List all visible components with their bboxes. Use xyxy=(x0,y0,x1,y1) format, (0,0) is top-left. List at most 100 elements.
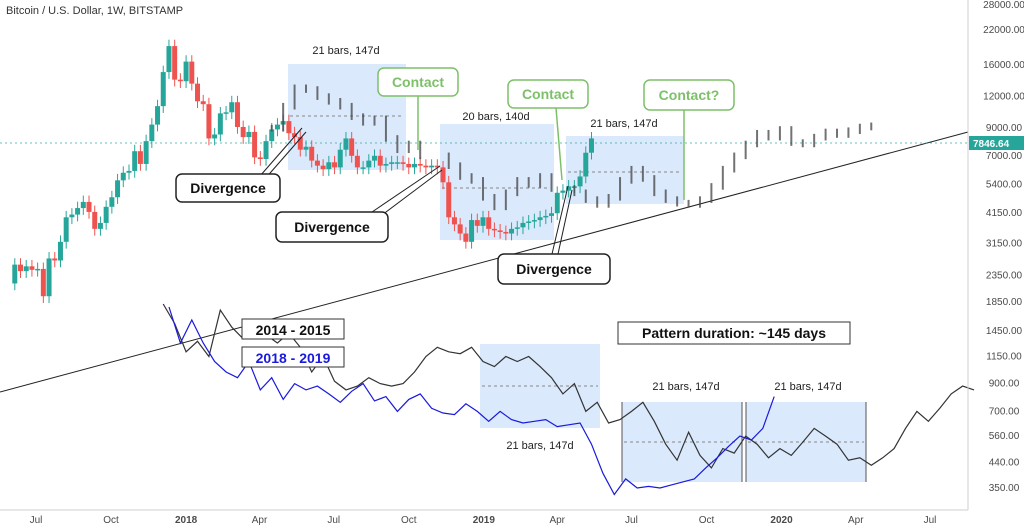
candle-body xyxy=(326,162,332,170)
candle-body xyxy=(360,167,366,169)
candle-body xyxy=(549,213,555,216)
candle-body xyxy=(337,149,343,168)
price-tick-labels: 28000.00 22000.00 16000.00 12000.00 9000.00 7… xyxy=(983,0,1024,494)
box-separators xyxy=(621,402,867,482)
time-tick-label: Oct xyxy=(401,515,417,526)
candle-body xyxy=(97,222,103,229)
candle-body xyxy=(229,102,235,113)
bars-label-top-1: 21 bars, 147d xyxy=(312,45,379,57)
divergence-pointer xyxy=(259,127,303,177)
bars-label-top-3: 21 bars, 147d xyxy=(590,118,657,130)
candle-body xyxy=(566,186,572,191)
bars-label-bottom-1: 21 bars, 147d xyxy=(506,440,573,452)
candle-body xyxy=(63,217,69,242)
candle-body xyxy=(537,217,543,221)
pattern-duration-box xyxy=(617,321,851,345)
divergence-box xyxy=(275,211,389,243)
price-tick-label: 700.00 xyxy=(989,406,1020,417)
candle-body xyxy=(526,221,532,223)
time-tick-label: Jul xyxy=(924,515,937,526)
candle-body xyxy=(377,155,383,166)
legend-box-2018 xyxy=(241,346,345,368)
contact-box xyxy=(507,79,589,109)
candle-body xyxy=(440,167,446,183)
candle-body xyxy=(12,264,18,284)
candle-body xyxy=(394,162,400,164)
candle-body xyxy=(286,121,292,134)
legend-2018-label: 2018 - 2019 xyxy=(256,350,331,366)
candle-body xyxy=(451,217,457,225)
candle-body xyxy=(86,201,92,212)
candle-body xyxy=(120,172,126,181)
pattern-box-bottom-2 xyxy=(622,402,742,482)
candle-body xyxy=(149,124,155,142)
price-tick-label: 1150.00 xyxy=(986,352,1022,363)
candle-body xyxy=(160,72,166,107)
candle-body xyxy=(35,268,41,271)
candle-body xyxy=(406,163,412,168)
candle-body xyxy=(143,141,149,164)
candle-body xyxy=(166,46,172,73)
legend: 2014 - 2015 2018 - 2019 xyxy=(241,318,345,368)
price-tick-label: 1850.00 xyxy=(986,297,1023,308)
candle-body xyxy=(577,176,583,187)
divergence-callout-2: Divergence xyxy=(275,165,443,243)
candle-body xyxy=(423,165,429,168)
candle-body xyxy=(503,231,509,234)
contact-callout-1: Contact xyxy=(377,67,459,150)
contact-label: Contact? xyxy=(659,87,720,103)
candle-body xyxy=(29,266,35,270)
candle-body xyxy=(320,165,326,170)
time-tick-label: 2019 xyxy=(473,515,496,526)
price-tick-label: 28000.00 xyxy=(983,0,1024,11)
candle-body xyxy=(463,233,469,242)
divergence-box xyxy=(175,173,281,203)
bars-label-bottom-2: 21 bars, 147d xyxy=(652,381,719,393)
candle-body xyxy=(389,162,395,164)
candle-body xyxy=(292,133,298,138)
candle-body xyxy=(69,214,75,218)
contact-pointer xyxy=(555,107,563,181)
divergence-callout-1: Divergence xyxy=(175,127,307,203)
candle-body xyxy=(434,165,440,168)
bars-label-top-2: 20 bars, 140d xyxy=(462,111,529,123)
candle-body xyxy=(349,138,355,156)
candle-body xyxy=(217,113,223,135)
price-tick-label: 9000.00 xyxy=(986,123,1023,134)
candle-body xyxy=(372,155,378,161)
pattern-box-bottom-3 xyxy=(746,402,866,482)
candle-body xyxy=(172,46,178,80)
candle-body xyxy=(457,224,463,234)
candle-body xyxy=(189,61,195,84)
price-axis: 28000.00 22000.00 16000.00 12000.00 9000.00 7… xyxy=(967,0,1024,510)
candle-body xyxy=(474,220,480,226)
series-line-2014-2015 xyxy=(162,303,975,469)
contact-label: Contact xyxy=(392,74,444,90)
candle-body xyxy=(429,165,435,168)
candle-body xyxy=(509,228,515,234)
candle-body xyxy=(212,134,218,139)
candle-body xyxy=(92,211,98,229)
divergence-pointer xyxy=(557,189,573,255)
candle-body xyxy=(411,163,417,168)
contact-label: Contact xyxy=(522,86,574,102)
candle-body xyxy=(497,230,503,232)
candle-body xyxy=(240,126,246,138)
candle-body xyxy=(314,160,320,166)
candle-body xyxy=(40,268,46,297)
divergence-label: Divergence xyxy=(516,261,592,277)
candle-body xyxy=(520,222,526,228)
pattern-duration-label: Pattern duration: ~145 days xyxy=(642,325,826,341)
chart-title: Bitcoin / U.S. Dollar, 1W, BITSTAMP xyxy=(6,5,183,17)
candle-body xyxy=(263,141,269,159)
candle-body xyxy=(274,124,280,130)
price-tick-label: 350.00 xyxy=(989,483,1020,494)
divergence-box xyxy=(497,253,611,285)
candle-body xyxy=(309,146,315,161)
divergence-label: Divergence xyxy=(294,219,370,235)
divergence-pointer xyxy=(551,185,569,255)
price-tick-label: 7000.00 xyxy=(986,151,1023,162)
candle-body xyxy=(543,215,549,218)
divergence-label: Divergence xyxy=(190,180,266,196)
